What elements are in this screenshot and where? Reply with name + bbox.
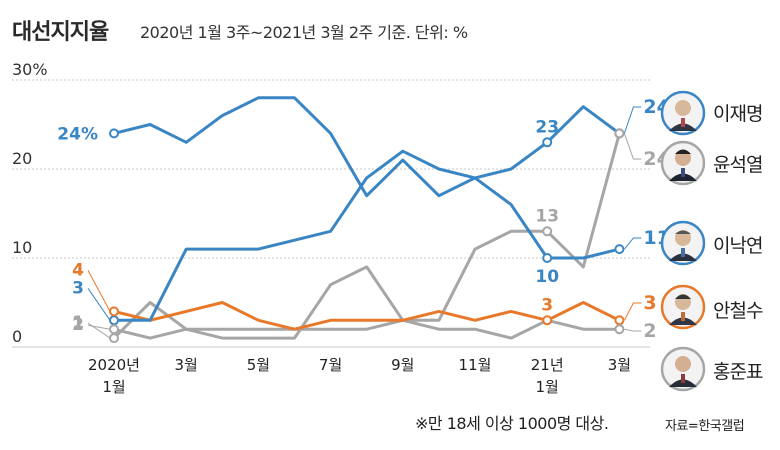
series-line [113,318,620,340]
chart-subtitle: 2020년 1월 3주~2021년 3월 2주 기준. 단위: % [140,23,468,42]
footnote: ※만 18세 이상 1000명 대상. [415,414,609,433]
data-label: 3 [541,295,553,315]
end-label: 2 [643,320,656,342]
avatar-hong-joonpyo [660,346,706,392]
source-credit: 자료=한국갤럽 [665,419,745,434]
x-tick-label: 1월 [102,378,125,396]
chart-title: 대선지지율 [12,20,109,45]
label-connector [87,270,111,312]
data-point [614,315,625,326]
data-label: 10 [535,267,559,287]
avatar-lee-jaemyung [660,90,706,136]
series-line [114,149,620,322]
label-connector [87,288,111,321]
label-connector [87,322,111,339]
data-point [109,315,119,326]
x-tick-label: 9월 [391,356,414,374]
data-label: 13 [535,206,559,226]
x-tick-label: 3월 [608,356,631,374]
start-label: 24% [57,124,98,144]
x-tick-label: 3월 [175,356,198,374]
start-label: 3 [72,278,84,298]
data-point [542,226,553,237]
avatar-lee-nakyon [660,220,706,266]
data-point [109,306,119,317]
label-connector [624,237,642,250]
data-point [542,315,553,326]
label-connector [623,106,642,134]
legend-name-hong-joonpyo: 홍준표 [713,361,763,383]
start-label: 4 [72,260,84,280]
data-point [614,244,625,255]
data-point [542,137,553,148]
data-label: 23 [535,117,559,137]
x-tick-label: 21년 [531,356,564,374]
legend-name-lee-nakyon: 이낙연 [713,235,763,257]
y-tick-label: 0 [12,327,22,346]
series-line [113,96,621,198]
y-tick-label: 20 [12,149,32,168]
series-line [112,133,621,340]
start-label: 1 [72,313,84,333]
x-tick-label: 7월 [319,356,342,374]
legend-name-yoon-seokyeol: 윤석열 [713,154,763,176]
data-point [109,324,119,335]
label-connector [623,302,642,321]
data-point [109,128,119,139]
data-point [109,333,119,344]
y-tick-label: 10 [12,238,32,257]
x-tick-label: 11월 [459,356,492,374]
data-point [614,324,625,335]
label-connector [624,328,642,332]
legend-name-ahn-cheolsoo: 안철수 [713,300,763,322]
x-tick-label: 2020년 [88,356,140,374]
x-tick-label: 5월 [247,356,270,374]
start-label: 2 [72,315,84,335]
data-point [614,128,625,139]
series-line [113,301,621,331]
x-tick-label: 1월 [536,378,559,396]
y-tick-label: 30% [12,60,48,79]
end-label: 3 [643,292,656,314]
avatar-yoon-seokyeol [660,140,706,186]
avatar-ahn-cheolsoo [660,284,706,330]
label-connector [623,133,642,160]
data-point [542,253,553,263]
legend-name-lee-jaemyung: 이재명 [713,103,763,125]
